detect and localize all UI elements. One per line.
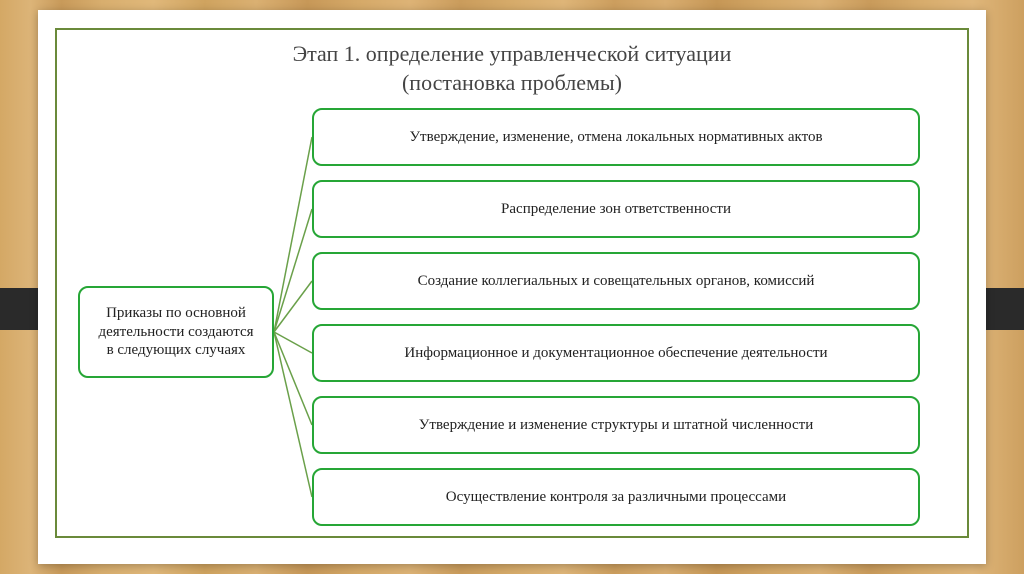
child-node: Создание коллегиальных и совещательных о… [312,252,920,310]
page-title: Этап 1. определение управленческой ситуа… [0,40,1024,97]
child-node: Информационное и документационное обеспе… [312,324,920,382]
child-node: Распределение зон ответственности [312,180,920,238]
title-line-2: (постановка проблемы) [0,69,1024,98]
title-line-1: Этап 1. определение управленческой ситуа… [0,40,1024,69]
child-node: Осуществление контроля за различными про… [312,468,920,526]
child-node: Утверждение, изменение, отмена локальных… [312,108,920,166]
root-node: Приказы по основной деятельности создают… [78,286,274,378]
child-node: Утверждение и изменение структуры и штат… [312,396,920,454]
